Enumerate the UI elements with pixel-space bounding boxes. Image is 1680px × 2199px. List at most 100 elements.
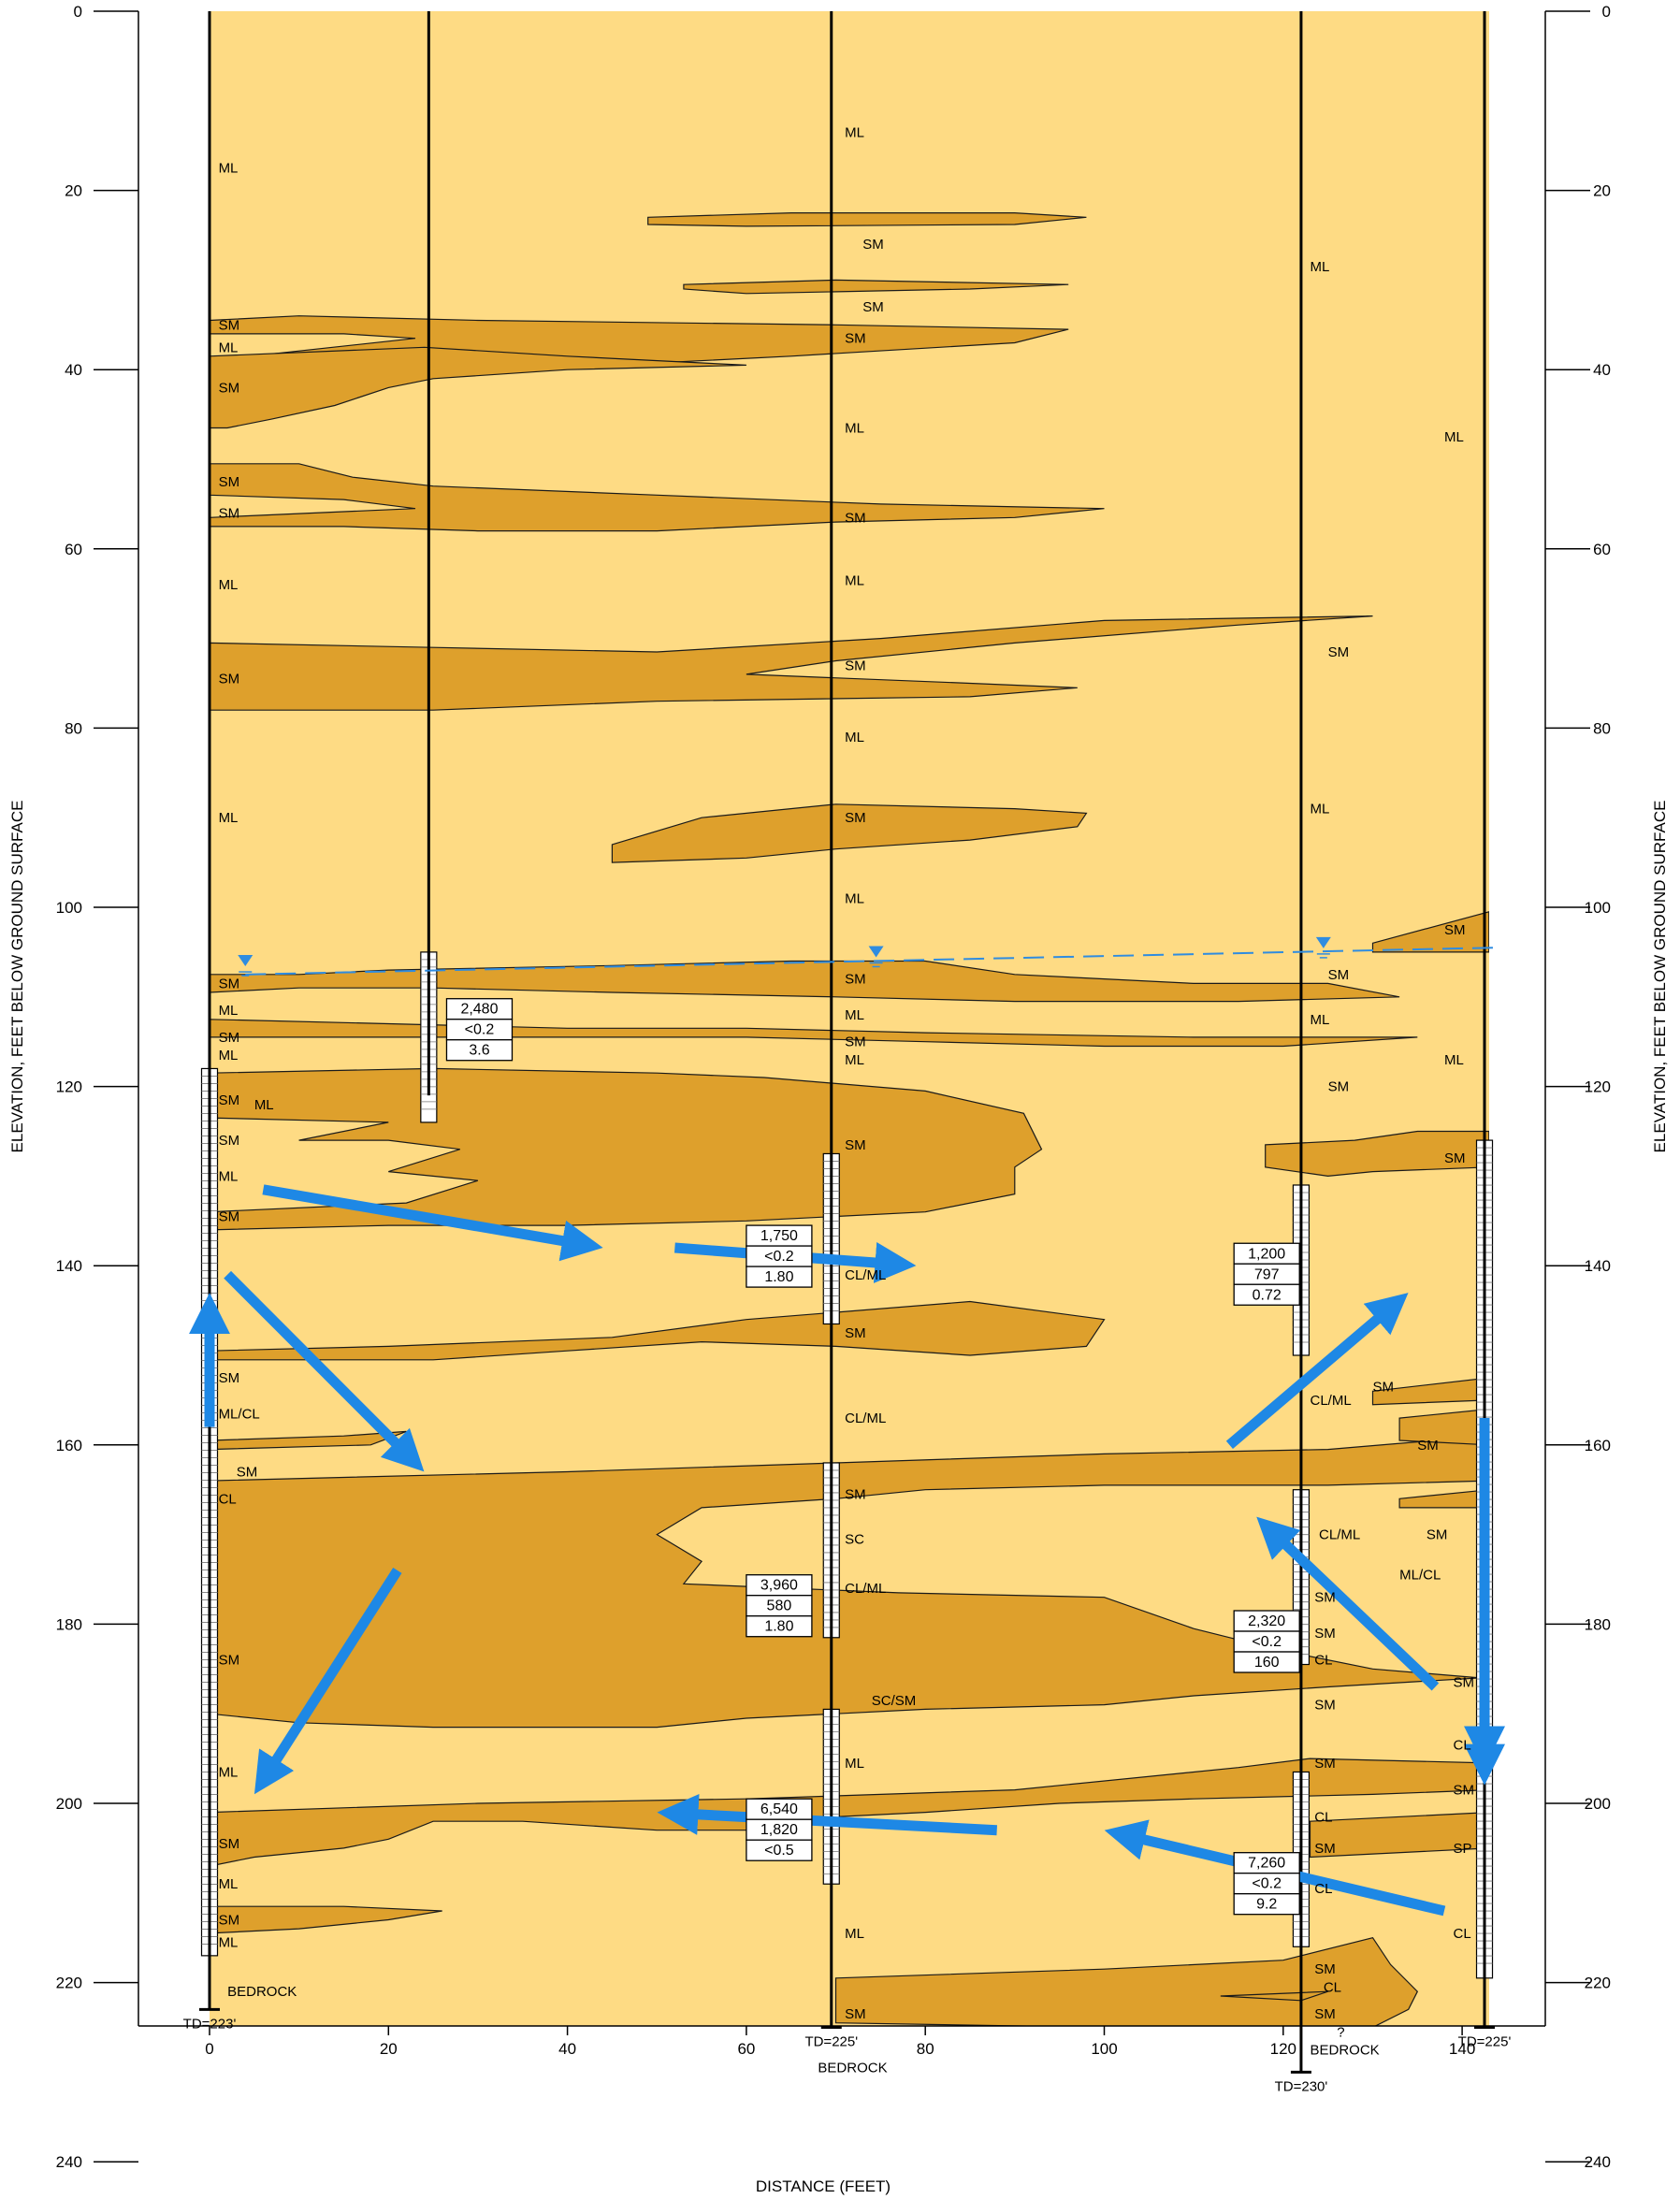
soil-type-label: ML: [1310, 259, 1329, 275]
y-tick-label-right: 0: [1602, 3, 1611, 21]
soil-type-label: ML: [845, 1007, 864, 1023]
y-tick-label-left: 20: [65, 182, 82, 200]
y-tick-label-left: 160: [56, 1437, 82, 1454]
soil-type-label: SM: [845, 658, 866, 673]
soil-type-label: SM: [1372, 1380, 1394, 1396]
soil-type-label: CL: [1454, 1738, 1471, 1754]
soil-type-label: ML/CL: [219, 1406, 260, 1422]
sample-result-value: 6,540: [760, 1801, 798, 1817]
sand-lens: [683, 279, 1069, 295]
water-level-triangle: [1315, 936, 1331, 948]
x-tick-label: 20: [380, 2040, 398, 2058]
soil-type-label: SM: [219, 380, 240, 396]
y-tick-label-left: 0: [74, 3, 82, 21]
soil-type-label: ML: [219, 1168, 239, 1184]
sample-result-cell: [1233, 1283, 1300, 1306]
soil-type-label: CL/ML: [1319, 1527, 1360, 1543]
groundwater-flow-arrow: [1256, 1516, 1440, 1691]
soil-type-label: ML: [845, 124, 864, 140]
y-tick-label-right: 200: [1585, 1795, 1611, 1813]
soil-type-label: ML: [1444, 429, 1464, 445]
soil-type-label: SM: [845, 1034, 866, 1050]
axes-layer: 0 0 20 20 40 40 60 60 80 80 100 100 120 120 140 140 160 1…: [56, 3, 1611, 2171]
soil-type-label: SM: [219, 1092, 240, 1108]
soil-type-label: SM: [845, 972, 866, 988]
left-axis-title: ELEVATION, FEET BELOW GROUND SURFACE: [8, 801, 26, 1153]
sand-lens: [210, 1905, 442, 1934]
sand-lens: [611, 803, 1088, 863]
soil-type-label: ML: [845, 890, 864, 906]
soil-type-label: CL: [1454, 1926, 1471, 1942]
sand-lens: [210, 1758, 1489, 1867]
y-tick-label-left: 180: [56, 1615, 82, 1633]
soil-type-label: SM: [1328, 1079, 1350, 1095]
y-tick-label-right: 220: [1585, 1975, 1611, 1992]
y-tick-label-left: 140: [56, 1257, 82, 1275]
sand-lens: [210, 615, 1373, 711]
sand-lens: [647, 212, 1087, 227]
soil-type-label: SM: [862, 299, 884, 315]
soil-type-label: ML: [845, 1052, 864, 1068]
sample-result-value: 1,820: [760, 1822, 798, 1838]
soil-type-label: SM: [219, 317, 240, 333]
groundwater-flow-arrow: [657, 1793, 998, 1836]
y-tick-label-left: 120: [56, 1078, 82, 1096]
soil-type-label: CL: [219, 1491, 237, 1507]
soil-type-label: SM: [1328, 644, 1350, 660]
soil-type-label: SM: [845, 810, 866, 826]
sample-result-value: <0.2: [764, 1249, 794, 1265]
soil-type-label: CL: [1314, 1881, 1332, 1897]
soil-type-label: ML: [219, 577, 239, 593]
soil-type-label: SM: [1314, 1756, 1336, 1772]
soil-type-label: ML: [845, 420, 864, 436]
y-tick-label-right: 240: [1585, 2153, 1611, 2171]
y-tick-label-left: 80: [65, 719, 82, 737]
soil-type-label: SM: [237, 1465, 258, 1481]
soil-type-label: SM: [1427, 1527, 1448, 1543]
soil-type-label: SM: [1314, 2006, 1336, 2022]
sample-result-cell: [746, 1266, 813, 1288]
sand-lens: [210, 346, 746, 429]
total-depth-label: TD=223': [183, 2016, 237, 2032]
x-tick-label: 40: [558, 2040, 576, 2058]
sample-result-value: <0.5: [764, 1843, 794, 1859]
soil-type-label: ML: [1310, 1012, 1329, 1028]
soil-type-label: SM: [1314, 1590, 1336, 1606]
soil-type-label: ML: [845, 1926, 864, 1942]
water-table-layer: [238, 936, 1499, 977]
soil-type-label: SM: [219, 976, 240, 991]
soil-type-label: SM: [845, 1325, 866, 1341]
y-tick-label-left: 40: [65, 361, 82, 379]
soil-type-label: CL/ML: [845, 1411, 886, 1426]
soil-type-label: SM: [1454, 1675, 1475, 1691]
soil-type-label: SM: [1314, 1961, 1336, 1977]
soil-type-label: SM: [862, 237, 884, 253]
x-tick-label: 120: [1270, 2040, 1296, 2058]
sample-result-value: 7,260: [1248, 1856, 1285, 1872]
soil-type-label: SM: [1328, 967, 1350, 983]
bedrock-label: BEDROCK: [1310, 2042, 1379, 2058]
sample-result-value: 797: [1254, 1266, 1280, 1282]
soil-type-label: CL/ML: [845, 1267, 886, 1283]
x-tick-label: 100: [1091, 2040, 1117, 2058]
sand-lens: [210, 463, 1105, 532]
soil-type-label: ML: [1310, 802, 1329, 817]
soil-type-label: SC/SM: [872, 1693, 917, 1709]
soil-type-label: SM: [1417, 1438, 1439, 1454]
sample-result-value: 160: [1254, 1655, 1280, 1671]
soil-type-label: SM: [1314, 1841, 1336, 1857]
sample-result-value: 3.6: [469, 1043, 489, 1059]
sample-result-value: 0.72: [1253, 1287, 1282, 1303]
soil-type-label: SM: [219, 1209, 240, 1225]
sand-lens: [210, 1300, 1106, 1361]
y-tick-label-right: 40: [1593, 361, 1611, 379]
soil-type-label: ML/CL: [1399, 1568, 1441, 1584]
soil-type-label: ML: [1444, 1052, 1464, 1068]
soil-type-label: SM: [845, 2006, 866, 2022]
groundwater-flow-arrow: [1225, 1293, 1409, 1449]
y-tick-label-left: 200: [56, 1795, 82, 1813]
soil-labels-layer: ML ML SM SM SM ML SM SM ML SM SM SM ML ML SM SM ML ML SM ML…: [219, 124, 1474, 2076]
total-depth-label: TD=230': [1275, 2078, 1328, 2094]
soil-type-label: CL: [1324, 1979, 1341, 1995]
